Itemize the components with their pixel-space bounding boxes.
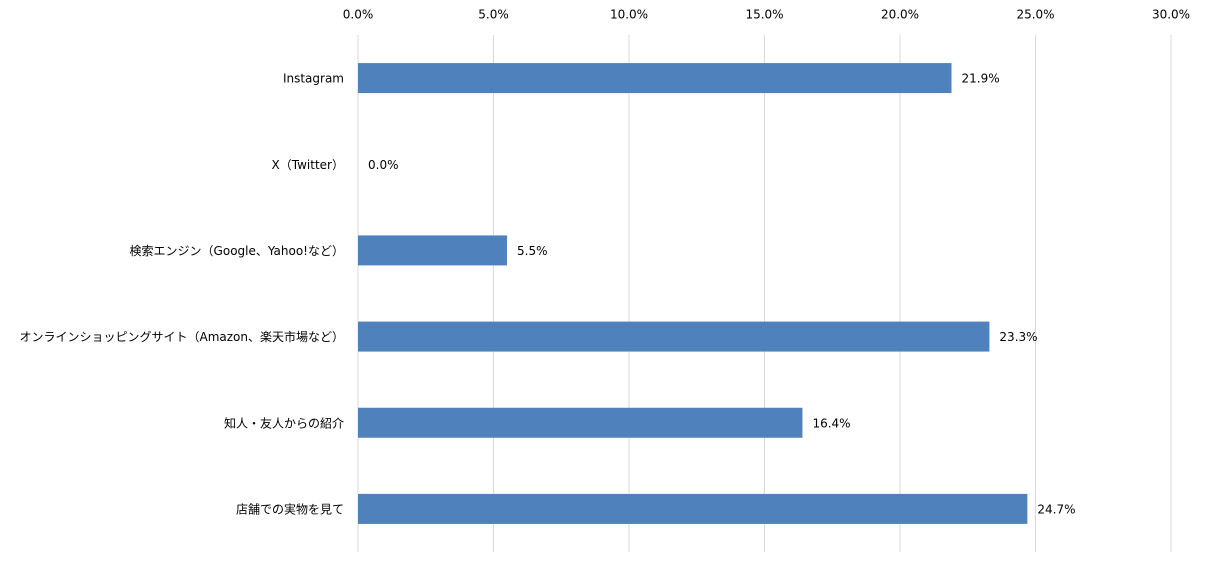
x-tick-label: 0.0% bbox=[343, 8, 374, 22]
data-label: 21.9% bbox=[961, 72, 999, 86]
data-label: 0.0% bbox=[368, 158, 399, 172]
x-tick-label: 15.0% bbox=[745, 8, 783, 22]
x-tick-label: 10.0% bbox=[610, 8, 648, 22]
x-tick-label: 30.0% bbox=[1152, 8, 1190, 22]
bar bbox=[358, 63, 952, 94]
y-tick-label: 検索エンジン（Google、Yahoo!など） bbox=[130, 244, 344, 258]
bar bbox=[358, 407, 803, 438]
x-tick-label: 5.0% bbox=[478, 8, 509, 22]
y-tick-label: 知人・友人からの紹介 bbox=[224, 416, 344, 430]
x-tick-label: 20.0% bbox=[881, 8, 919, 22]
bar bbox=[358, 321, 990, 352]
data-label: 23.3% bbox=[999, 330, 1037, 344]
data-label: 24.7% bbox=[1037, 502, 1075, 516]
bar bbox=[358, 493, 1028, 524]
x-tick-label: 25.0% bbox=[1016, 8, 1054, 22]
y-tick-label: 店舗での実物を見て bbox=[236, 501, 344, 516]
data-label: 5.5% bbox=[517, 244, 548, 258]
y-tick-label: Instagram bbox=[283, 72, 344, 86]
bar bbox=[358, 235, 508, 266]
y-tick-label: オンラインショッピングサイト（Amazon、楽天市場など） bbox=[19, 329, 344, 344]
y-tick-label: X（Twitter） bbox=[272, 158, 344, 172]
data-label: 16.4% bbox=[812, 416, 850, 430]
